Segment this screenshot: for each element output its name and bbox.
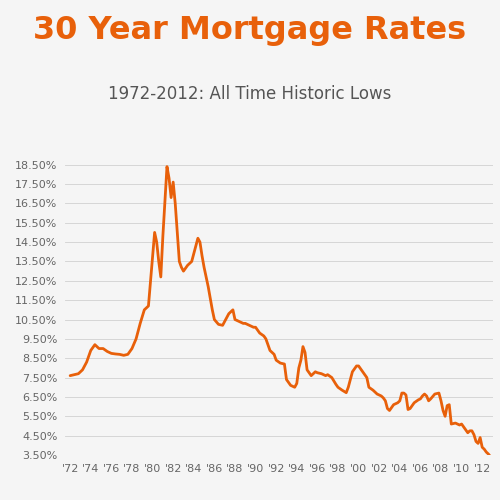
Text: 1972-2012: All Time Historic Lows: 1972-2012: All Time Historic Lows [108,85,392,103]
Text: 30 Year Mortgage Rates: 30 Year Mortgage Rates [34,15,467,46]
